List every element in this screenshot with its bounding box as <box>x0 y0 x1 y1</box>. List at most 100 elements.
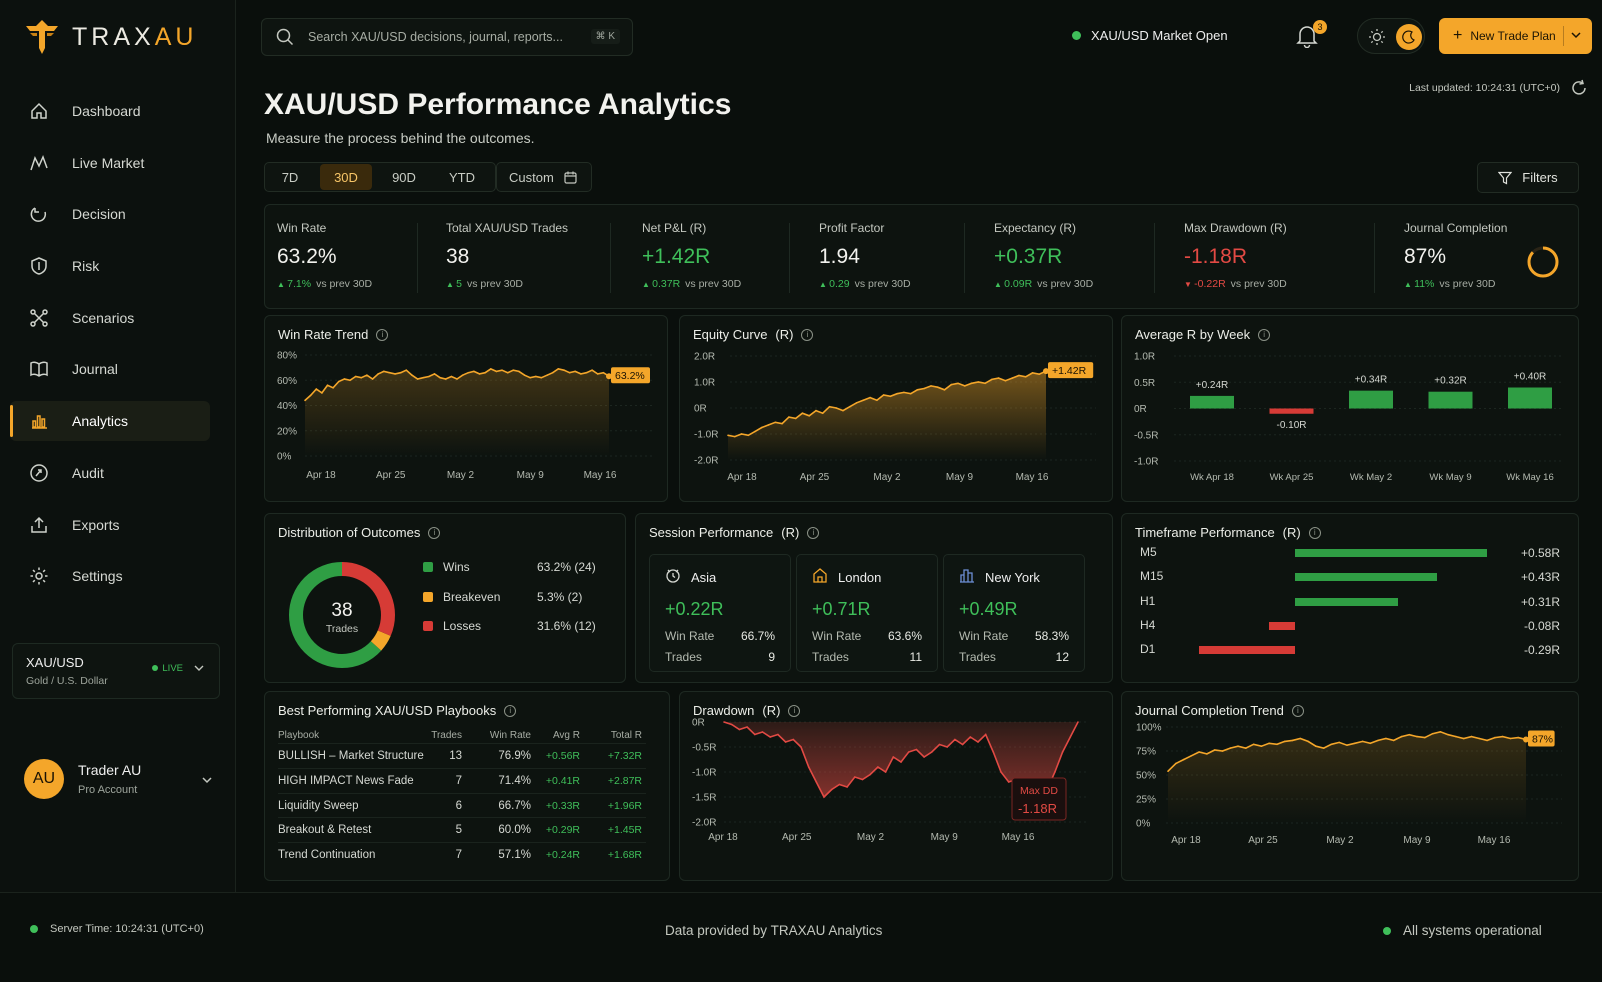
info-icon[interactable]: i <box>1291 704 1304 717</box>
data-point <box>1245 747 1247 749</box>
table-row[interactable]: Trend Continuation 7 57.1% +0.24R +1.68R <box>278 842 646 867</box>
data-point <box>788 416 790 418</box>
table-cell: 66.7% <box>498 799 531 812</box>
session-new-york[interactable]: New York +0.49R Win Rate 58.3% Trades 12 <box>943 554 1085 672</box>
nav-item-decision[interactable]: Decision <box>10 194 210 234</box>
data-point <box>535 375 537 378</box>
nav-item-risk[interactable]: Risk <box>10 246 210 286</box>
data-point <box>518 370 520 373</box>
data-point <box>946 746 948 748</box>
session-label: London <box>838 569 882 585</box>
arrow-down-icon: ▼ <box>1184 280 1195 289</box>
custom-range-button[interactable]: Custom <box>496 162 592 192</box>
data-point <box>747 434 750 437</box>
data-point <box>1268 742 1270 745</box>
table-cell: Trend Continuation <box>278 849 376 862</box>
data-point <box>730 723 733 726</box>
user-menu[interactable]: AU Trader AU Pro Account <box>24 759 214 799</box>
kpi-strip: Win Rate 63.2% ▲ 7.1% vs prev 30D Total XAU/… <box>264 204 1579 309</box>
nav-item-journal[interactable]: Journal <box>10 349 210 389</box>
table-row[interactable]: HIGH IMPACT News Fade 7 71.4% +0.41R +2.87R <box>278 767 646 793</box>
info-icon[interactable]: i <box>1258 328 1271 341</box>
data-point <box>1011 377 1013 379</box>
info-icon[interactable]: i <box>504 704 517 717</box>
data-point <box>1447 733 1449 736</box>
data-point <box>411 374 413 376</box>
data-point <box>1377 739 1379 742</box>
data-point <box>1229 747 1232 749</box>
data-point <box>936 386 939 388</box>
page-title: XAU/USD Performance Analytics <box>264 88 732 121</box>
data-point <box>854 776 856 778</box>
info-icon[interactable]: i <box>376 328 389 341</box>
symbol-selector[interactable]: XAU/USD Gold / U.S. Dollar LIVE <box>12 643 220 699</box>
page-subtitle: Measure the process behind the outcomes. <box>266 130 535 146</box>
tab-range-7d[interactable]: 7D <box>281 169 299 185</box>
nav-item-live-market[interactable]: Live Market <box>10 143 210 183</box>
sidebar: TRAXAU Dashboard Live Market Decision Risk S… <box>0 0 236 892</box>
nav-item-dashboard[interactable]: Dashboard <box>10 91 210 131</box>
data-point <box>892 756 895 758</box>
brand-name: TRAXAU <box>72 22 198 51</box>
nav-item-scenarios[interactable]: Scenarios <box>10 298 210 338</box>
data-point <box>1069 736 1072 738</box>
timeframe-row: H1 +0.31R <box>1140 594 1560 612</box>
info-icon[interactable]: i <box>1308 526 1321 539</box>
data-point <box>781 422 783 425</box>
info-icon[interactable]: i <box>788 704 801 717</box>
theme-toggle[interactable] <box>1357 18 1425 54</box>
arrow-up-icon: ▲ <box>994 280 1005 289</box>
kpi-divider <box>417 223 418 293</box>
data-point <box>1004 379 1007 382</box>
info-icon[interactable]: i <box>807 526 820 539</box>
refresh-icon[interactable] <box>1570 79 1588 97</box>
data-point <box>304 399 306 402</box>
kpi-divider <box>964 223 965 293</box>
data-point <box>439 376 441 379</box>
nav-label: Analytics <box>72 413 129 430</box>
status-dot <box>1072 31 1081 40</box>
kpi-divider <box>1154 223 1155 293</box>
x-tick-label: May 2 <box>1326 835 1354 846</box>
table-cell: 71.4% <box>498 774 531 787</box>
nav-item-exports[interactable]: Exports <box>10 505 210 545</box>
session-asia[interactable]: Asia +0.22R Win Rate 66.7% Trades 9 <box>649 554 791 672</box>
bell-icon[interactable] <box>1296 24 1318 48</box>
table-row[interactable]: Liquidity Sweep 6 66.7% +0.33R +1.96R <box>278 792 646 818</box>
brand-logo[interactable]: TRAXAU <box>24 18 197 56</box>
table-row[interactable]: Breakout & Retest 5 60.0% +0.29R +1.45R <box>278 817 646 842</box>
kpi-divider <box>610 223 611 293</box>
data-point <box>970 382 973 385</box>
data-point <box>1416 735 1418 738</box>
table-row[interactable]: BULLISH – Market Structure 13 76.9% +0.56R +… <box>278 743 646 768</box>
data-point <box>734 435 736 438</box>
tab-range-90d[interactable]: 90D <box>392 169 416 185</box>
y-tick-label: -0.5R <box>692 743 716 754</box>
tab-range-30d[interactable]: 30D <box>320 164 372 190</box>
nav-label: Decision <box>72 206 126 223</box>
search-input[interactable]: Search XAU/USD decisions, journal, repor… <box>308 30 563 44</box>
info-icon[interactable]: i <box>801 328 814 341</box>
card-title: Equity Curve <box>693 327 768 342</box>
x-tick-label: May 9 <box>1403 835 1431 846</box>
data-point <box>1361 740 1364 743</box>
data-point <box>1237 745 1239 747</box>
session-london[interactable]: London +0.71R Win Rate 63.6% Trades 11 <box>796 554 938 672</box>
info-icon[interactable]: i <box>428 526 441 539</box>
nav-item-audit[interactable]: Audit <box>10 453 210 493</box>
nav-label: Journal <box>72 361 118 378</box>
y-tick-label: 40% <box>277 401 297 412</box>
search-bar[interactable]: Search XAU/USD decisions, journal, repor… <box>261 18 633 56</box>
gear-icon <box>28 565 50 587</box>
chevron-down-icon <box>1571 32 1581 39</box>
data-point <box>915 748 918 751</box>
new-trade-plan-button[interactable]: + New Trade Plan <box>1439 18 1592 54</box>
tab-range-ytd[interactable]: YTD <box>449 169 475 185</box>
filter-icon <box>1498 171 1513 184</box>
nav-item-settings[interactable]: Settings <box>10 556 210 596</box>
data-point <box>1330 743 1333 746</box>
bar-label: +0.40R <box>1514 372 1547 383</box>
bar <box>1269 408 1314 414</box>
filters-button[interactable]: Filters <box>1477 162 1579 193</box>
nav-item-analytics[interactable]: Analytics <box>10 401 210 442</box>
